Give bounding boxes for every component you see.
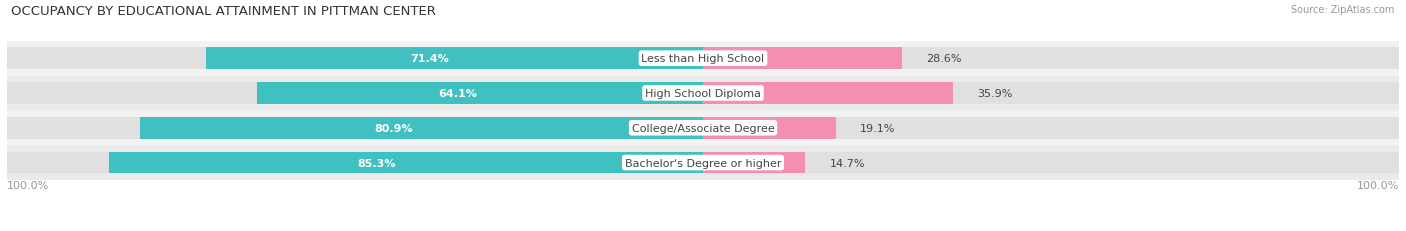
Text: Bachelor's Degree or higher: Bachelor's Degree or higher [624,158,782,168]
Bar [7,152,703,174]
Text: High School Diploma: High School Diploma [645,88,761,99]
Bar [7,146,1399,180]
Bar [703,152,806,174]
Text: 100.0%: 100.0% [1357,180,1399,190]
Text: Less than High School: Less than High School [641,54,765,64]
Text: 100.0%: 100.0% [7,180,49,190]
Text: OCCUPANCY BY EDUCATIONAL ATTAINMENT IN PITTMAN CENTER: OCCUPANCY BY EDUCATIONAL ATTAINMENT IN P… [11,5,436,18]
Bar [703,152,1399,174]
Bar [7,83,703,104]
Bar [703,48,903,70]
Bar [7,111,1399,146]
Text: 80.9%: 80.9% [374,123,412,133]
Text: 28.6%: 28.6% [927,54,962,64]
Bar [703,118,837,139]
Bar [7,118,703,139]
Bar [703,83,953,104]
Bar [7,42,1399,76]
Bar [110,152,703,174]
Bar [703,48,1399,70]
Bar [7,48,703,70]
Text: 14.7%: 14.7% [830,158,865,168]
Bar [703,83,1399,104]
Text: 35.9%: 35.9% [977,88,1012,99]
Bar [7,76,1399,111]
Bar [207,48,703,70]
Bar [141,118,703,139]
Text: Source: ZipAtlas.com: Source: ZipAtlas.com [1291,5,1395,15]
Bar [703,118,1399,139]
Text: College/Associate Degree: College/Associate Degree [631,123,775,133]
Bar [257,83,703,104]
Text: 64.1%: 64.1% [439,88,477,99]
Text: 71.4%: 71.4% [411,54,449,64]
Text: 85.3%: 85.3% [357,158,395,168]
Text: 19.1%: 19.1% [860,123,896,133]
Legend: Owner-occupied, Renter-occupied: Owner-occupied, Renter-occupied [586,228,820,231]
